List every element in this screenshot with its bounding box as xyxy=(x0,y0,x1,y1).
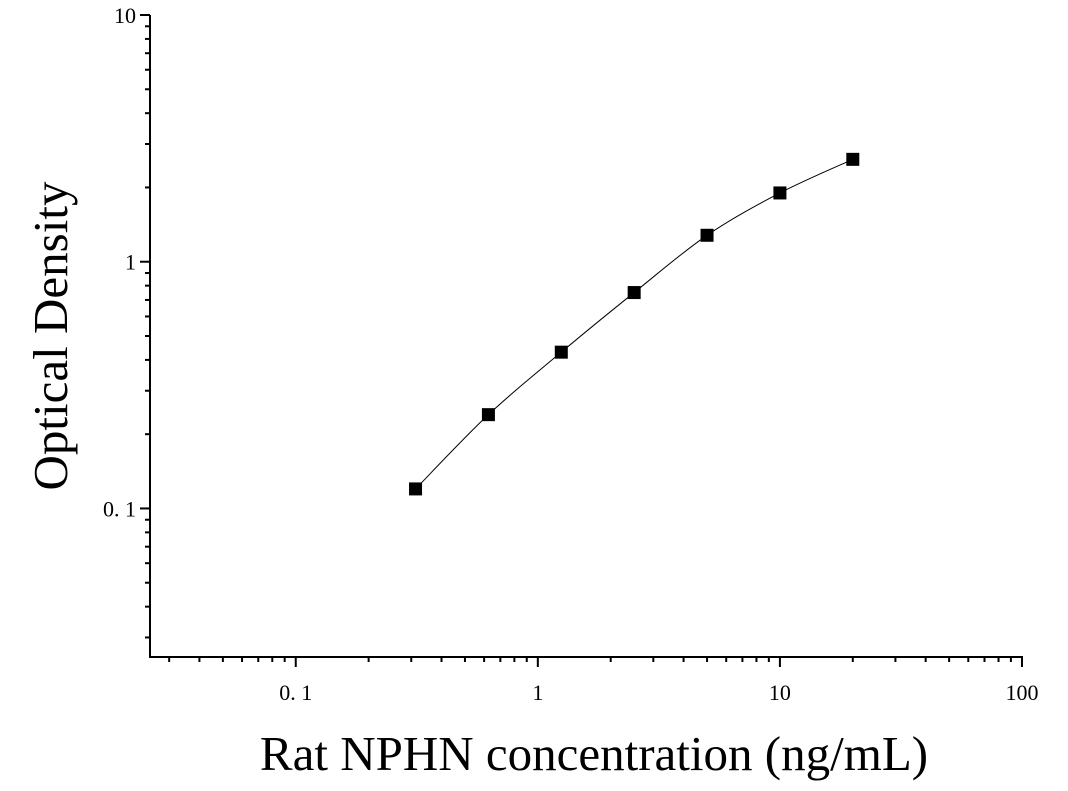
data-point xyxy=(700,228,714,242)
y-axis-title: Optical Density xyxy=(23,181,78,490)
data-point xyxy=(481,408,495,422)
x-tick-label: 0. 1 xyxy=(279,680,312,705)
data-point xyxy=(627,286,641,300)
y-tick-label: 10 xyxy=(114,3,136,28)
y-tick-label: 0. 1 xyxy=(103,496,136,521)
axis-ticks xyxy=(140,14,1023,667)
x-tick-label: 100 xyxy=(1006,680,1039,705)
x-tick-label: 10 xyxy=(769,680,791,705)
x-tick-label: 1 xyxy=(532,680,543,705)
y-tick-label: 1 xyxy=(125,250,136,275)
tick-labels: 0. 1 1 10 100 0. 1 1 10 xyxy=(103,3,1039,705)
data-point xyxy=(846,152,860,166)
data-point xyxy=(554,345,568,359)
data-point xyxy=(409,482,423,496)
data-point xyxy=(773,186,787,200)
x-axis-title: Rat NPHN concentration (ng/mL) xyxy=(260,726,928,781)
fit-curve xyxy=(415,158,853,490)
axes xyxy=(149,15,1023,658)
data-points xyxy=(409,152,860,496)
